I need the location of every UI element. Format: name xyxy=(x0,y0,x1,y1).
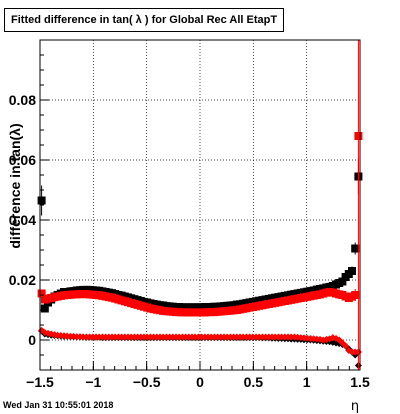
data-point xyxy=(37,289,46,298)
data-point xyxy=(342,342,350,350)
y-tick-label: 0.08 xyxy=(9,92,36,108)
y-tick-label: 0.06 xyxy=(9,152,36,168)
y-tick-label: 0.02 xyxy=(9,272,36,288)
data-point xyxy=(338,277,347,286)
y-tick-label: 0 xyxy=(28,332,36,348)
x-tick-label: 1.5 xyxy=(350,374,370,390)
data-point xyxy=(40,304,49,313)
y-axis-label: difference in tan(λ) xyxy=(7,123,23,248)
chart-title: Fitted difference in tan( λ ) for Global… xyxy=(4,8,285,32)
data-point xyxy=(37,196,46,205)
x-tick-label: −1 xyxy=(85,374,101,390)
x-tick-label: −0.5 xyxy=(133,374,161,390)
data-point xyxy=(354,132,363,140)
data-point xyxy=(348,267,356,275)
gridlines xyxy=(40,40,360,370)
timestamp: Wed Jan 31 10:55:01 2018 xyxy=(3,400,114,410)
data-series xyxy=(37,40,363,370)
x-tick-label: −1.5 xyxy=(26,374,54,390)
x-axis-label: η xyxy=(351,399,359,414)
data-point xyxy=(351,244,360,253)
axes: −1.5 −1 −0.5 0 0.5 1 1.5 0 0.02 0.04 0.06 0.08 xyxy=(9,54,370,390)
x-tick-label: 0.5 xyxy=(244,374,264,390)
data-point xyxy=(351,291,360,299)
series-2 xyxy=(37,40,363,370)
y-tick-label: 0.04 xyxy=(9,212,36,228)
series-3 xyxy=(38,326,362,356)
x-tick-label: 1 xyxy=(303,374,311,390)
x-tick-label: 0 xyxy=(196,374,204,390)
